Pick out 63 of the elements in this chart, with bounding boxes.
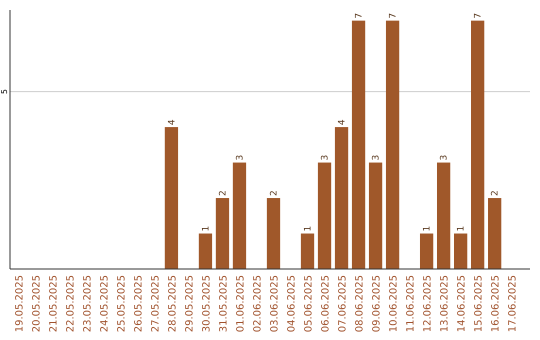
x-tick-label: 25.05.2025 bbox=[116, 275, 128, 332]
y-tick-label: 5 bbox=[0, 89, 9, 94]
x-tick-label: 30.05.2025 bbox=[201, 275, 212, 332]
bar bbox=[368, 162, 382, 269]
bar bbox=[488, 198, 502, 269]
x-tick-label: 31.05.2025 bbox=[218, 275, 230, 332]
bar bbox=[318, 162, 332, 269]
x-tick-label: 08.06.2025 bbox=[354, 275, 366, 332]
bar bbox=[266, 198, 280, 269]
data-label: 1 bbox=[201, 226, 212, 232]
x-tick-label: 20.05.2025 bbox=[31, 275, 42, 332]
data-label: 4 bbox=[167, 119, 178, 126]
data-label: 2 bbox=[490, 190, 501, 196]
x-tick-label: 14.06.2025 bbox=[456, 275, 468, 332]
data-label: 2 bbox=[270, 190, 280, 196]
data-label: 3 bbox=[372, 154, 382, 161]
x-tick-label: 01.06.2025 bbox=[235, 275, 246, 332]
x-tick-label: 13.06.2025 bbox=[440, 275, 451, 332]
x-tick-label: 11.06.2025 bbox=[406, 275, 417, 332]
x-tick-label: 03.06.2025 bbox=[270, 275, 281, 332]
bar bbox=[164, 127, 178, 269]
data-label: 1 bbox=[456, 226, 467, 232]
bar bbox=[420, 234, 434, 269]
data-label: 3 bbox=[320, 154, 331, 161]
bar bbox=[232, 162, 246, 269]
x-tick-label: 05.06.2025 bbox=[304, 275, 315, 332]
data-label: 2 bbox=[218, 190, 228, 196]
x-tick-label: 22.05.2025 bbox=[65, 275, 76, 332]
x-tick-label: 17.06.2025 bbox=[508, 275, 519, 332]
bar bbox=[334, 127, 348, 269]
x-tick-label: 27.05.2025 bbox=[150, 275, 162, 332]
x-tick-label: 12.06.2025 bbox=[422, 275, 434, 332]
x-tick-label: 15.06.2025 bbox=[474, 275, 485, 332]
x-tick-label: 19.05.2025 bbox=[14, 275, 26, 332]
x-tick-label: 09.06.2025 bbox=[372, 275, 383, 332]
x-tick-label: 04.06.2025 bbox=[286, 275, 298, 332]
data-label: 7 bbox=[354, 12, 365, 19]
data-label: 1 bbox=[304, 226, 314, 232]
data-label: 3 bbox=[235, 154, 246, 161]
x-tick-label: 24.05.2025 bbox=[99, 275, 110, 332]
bar bbox=[454, 234, 468, 269]
x-tick-label: 02.06.2025 bbox=[252, 275, 264, 332]
bar bbox=[198, 234, 212, 269]
data-label: 7 bbox=[474, 12, 484, 19]
bar bbox=[216, 198, 230, 269]
x-tick-label: 16.06.2025 bbox=[490, 275, 502, 332]
data-label: 1 bbox=[422, 226, 433, 232]
x-tick-label: 28.05.2025 bbox=[167, 275, 178, 332]
x-tick-label: 29.05.2025 bbox=[184, 275, 196, 332]
x-tick-label: 10.06.2025 bbox=[388, 275, 400, 332]
bar bbox=[386, 20, 400, 269]
x-tick-label: 07.06.2025 bbox=[338, 275, 349, 332]
x-tick-label: 26.05.2025 bbox=[133, 275, 144, 332]
x-tick-label: 23.05.2025 bbox=[82, 275, 94, 332]
data-label: 7 bbox=[388, 12, 399, 19]
bar bbox=[300, 234, 314, 269]
bar bbox=[352, 20, 366, 269]
bar bbox=[471, 20, 484, 269]
data-label: 4 bbox=[338, 119, 348, 126]
x-tick-label: 06.06.2025 bbox=[320, 275, 332, 332]
x-tick-label: 21.05.2025 bbox=[48, 275, 60, 332]
data-label: 3 bbox=[440, 154, 450, 161]
bar bbox=[436, 162, 450, 269]
